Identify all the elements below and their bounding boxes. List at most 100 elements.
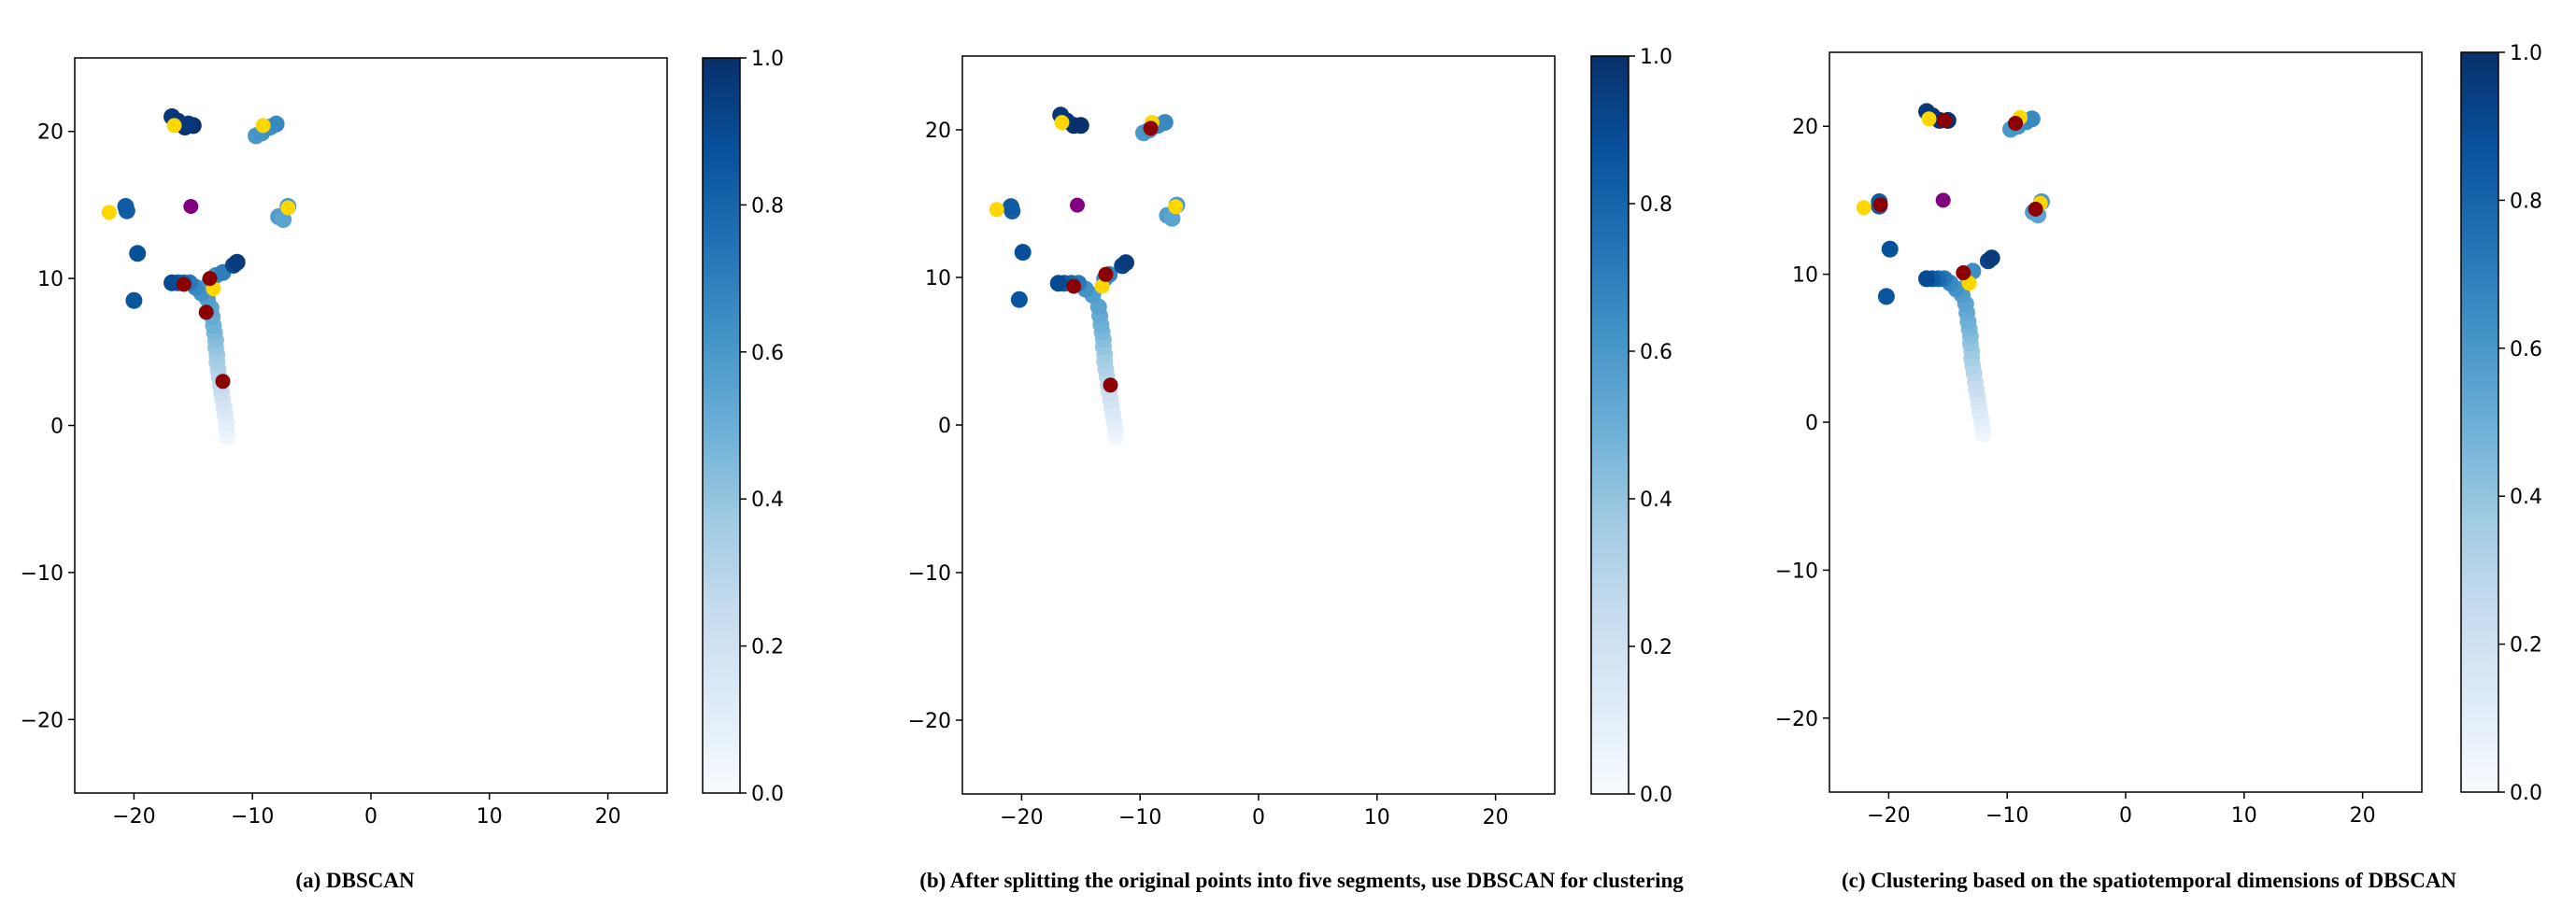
highlight-point [1937, 112, 1952, 128]
x-tick-label: −20 [112, 805, 155, 829]
highlight-point [1956, 265, 1971, 280]
highlight-point [1054, 115, 1070, 131]
data-point [179, 115, 197, 133]
axes-frame-c [1829, 51, 2423, 793]
x-tick-label: 10 [1364, 806, 1390, 829]
x-tick-label: 20 [2350, 804, 2376, 828]
colorbar-tick-label: 0.4 [751, 489, 784, 512]
highlight-point [101, 205, 117, 220]
data-point [1003, 198, 1019, 216]
colorbar-tick-label: 0.2 [2510, 634, 2542, 658]
data-point [1983, 249, 2000, 267]
highlight-point [1103, 377, 1118, 393]
colorbar-gradient-a [702, 57, 741, 794]
y-tick-label: 20 [925, 120, 951, 143]
highlight-point [1143, 120, 1159, 136]
panel-b: −20 −10 0 10 20 −20 −10 0 10 20 0.0 0.2 0.4 0.6 0.8 1… [908, 46, 1685, 892]
y-tick-label: 20 [37, 121, 64, 145]
colorbar-ticks-c: 0.0 0.2 0.4 0.6 0.8 1.0 [2498, 42, 2542, 805]
colorbar-tick-label: 0.2 [1640, 636, 1672, 659]
highlight-point [280, 200, 296, 216]
data-point [1010, 290, 1028, 308]
colorbar-tick-label: 0.6 [1640, 341, 1672, 364]
caption-b: (b) After splitting the original points … [919, 869, 1684, 892]
data-point [1117, 254, 1134, 272]
x-tick-label: −20 [1867, 804, 1910, 828]
data-point [125, 291, 143, 309]
colorbar-ticks-b: 0.0 0.2 0.4 0.6 0.8 1.0 [1629, 46, 1672, 807]
highlight-points-a [101, 118, 296, 390]
y-ticks-b: −20 −10 0 10 20 [908, 120, 962, 733]
plot-area-c: −20 −10 0 10 20 −20 −10 0 10 20 [1775, 51, 2423, 828]
x-ticks-a: −20 −10 0 10 20 [112, 793, 621, 829]
highlight-point [176, 276, 192, 292]
colorbar-tick-label: 0.2 [751, 636, 784, 659]
highlight-point [1066, 278, 1082, 294]
y-tick-label: −10 [21, 562, 64, 586]
colorbar-tick-label: 0.8 [751, 194, 784, 218]
x-tick-label: 20 [1483, 806, 1509, 829]
y-ticks-a: −20 −10 0 10 20 [21, 121, 75, 732]
caption-c: (c) Clustering based on the spatiotempor… [1842, 869, 2456, 892]
data-point [1156, 114, 1174, 132]
y-tick-label: −10 [1775, 560, 1818, 583]
colorbar-tick-label: 1.0 [1640, 46, 1672, 69]
x-tick-label: 0 [1252, 806, 1265, 829]
colorbar-tick-label: 1.0 [2510, 42, 2542, 65]
data-point [1049, 275, 1067, 292]
colorbar-tick-label: 0.0 [1640, 784, 1672, 807]
data-point [129, 245, 147, 262]
x-ticks-b: −20 −10 0 10 20 [1000, 794, 1509, 829]
data-point [117, 198, 135, 215]
y-tick-label: −20 [908, 710, 951, 733]
data-point [275, 211, 292, 229]
highlight-point [198, 305, 214, 320]
highlight-points-c [1856, 109, 2048, 291]
y-ticks-c: −20 −10 0 10 20 [1775, 116, 1829, 731]
colorbar-tick-label: 0.6 [2510, 338, 2542, 361]
data-point [2023, 110, 2041, 128]
data-point [1881, 240, 1899, 258]
colorbar-a: 0.0 0.2 0.4 0.6 0.8 1.0 [702, 48, 784, 806]
colorbar-tick-label: 0.4 [1640, 489, 1672, 512]
axes-frame-a [74, 57, 668, 794]
data-point [1014, 244, 1032, 262]
x-tick-label: 0 [364, 805, 377, 829]
plot-area-b: −20 −10 0 10 20 −20 −10 0 10 20 [908, 55, 1556, 829]
data-point [228, 253, 246, 271]
data-point [1163, 209, 1181, 227]
data-point [267, 115, 285, 133]
highlight-point [255, 118, 271, 134]
x-tick-label: 20 [595, 805, 621, 829]
data-point [1918, 270, 1935, 288]
caption-a: (a) DBSCAN [295, 869, 415, 892]
data-point [1072, 117, 1089, 135]
highlight-point [1070, 197, 1085, 213]
highlight-point [2028, 201, 2043, 217]
colorbar-tick-label: 0.8 [2510, 190, 2542, 213]
colorbar-gradient-b [1590, 55, 1630, 795]
colorbar-tick-label: 0.0 [751, 783, 784, 806]
highlight-point [166, 118, 182, 134]
y-tick-label: −20 [21, 709, 64, 732]
x-ticks-c: −20 −10 0 10 20 [1867, 792, 2376, 828]
highlight-point [1856, 200, 1872, 216]
colorbar-tick-label: 1.0 [751, 48, 784, 71]
x-tick-label: −10 [231, 805, 274, 829]
colorbar-tick-label: 0.4 [2510, 486, 2542, 509]
highlight-point [1094, 278, 1110, 294]
colorbar-tick-label: 0.0 [2510, 782, 2542, 805]
axes-frame-b [961, 55, 1556, 795]
y-tick-label: −10 [908, 562, 951, 586]
highlight-point [1168, 199, 1184, 215]
data-point [1877, 288, 1895, 305]
x-tick-label: −10 [1985, 804, 2028, 828]
highlight-point [1098, 266, 1114, 282]
highlight-points-b [989, 115, 1184, 393]
highlight-point [215, 374, 231, 390]
x-tick-label: 10 [477, 805, 503, 829]
highlight-point [1921, 111, 1937, 127]
highlight-point [1935, 192, 1951, 208]
colorbar-gradient-c [2460, 51, 2499, 793]
